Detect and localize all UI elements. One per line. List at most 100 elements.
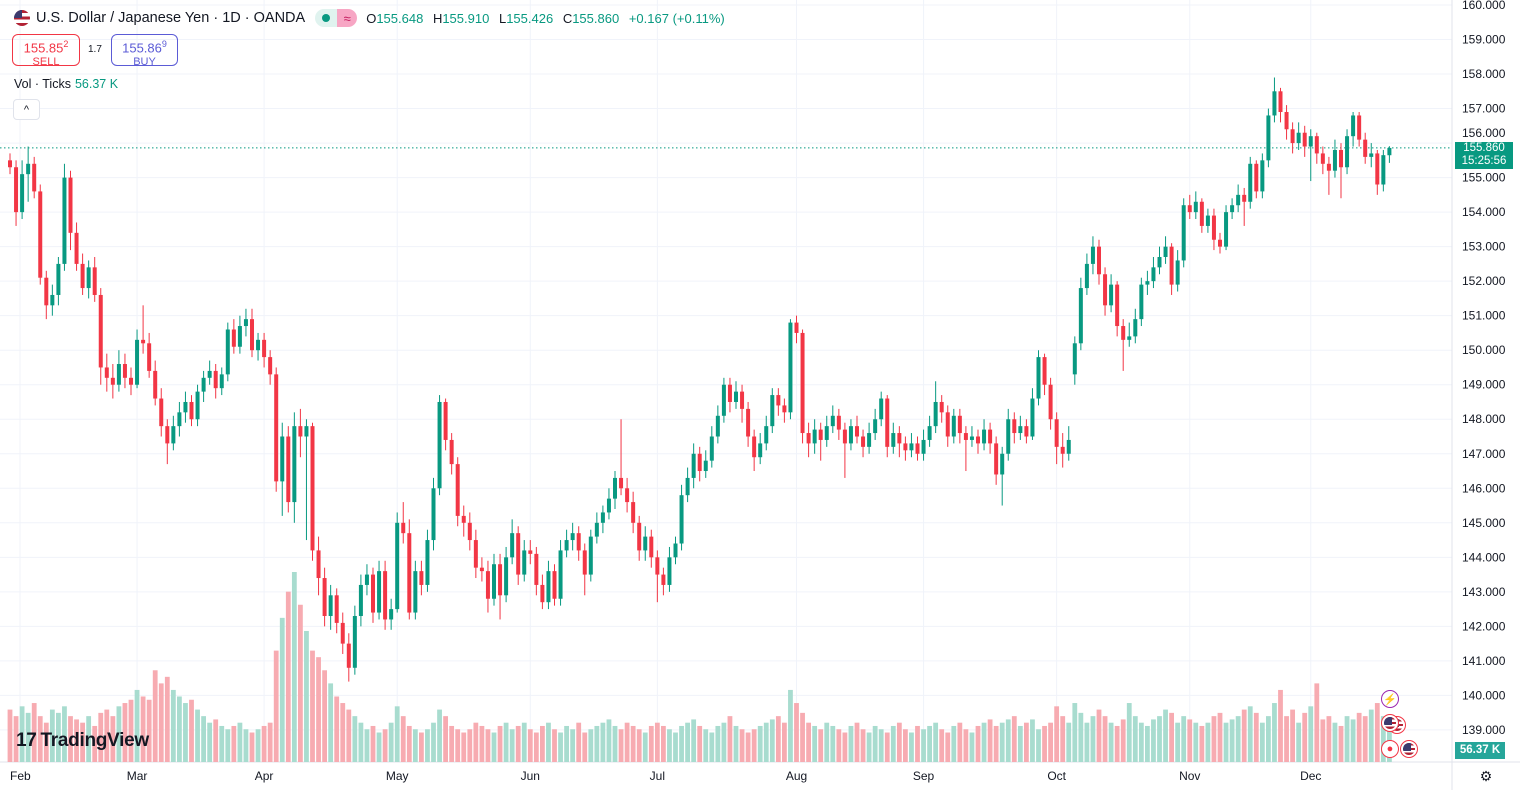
candle-up — [1369, 153, 1374, 157]
candle-down — [455, 464, 460, 516]
market-status[interactable]: ≈ — [315, 9, 358, 27]
volume-bar — [1036, 729, 1041, 762]
candle-up — [600, 512, 605, 523]
volume-bar — [794, 703, 799, 762]
symbol-title[interactable]: U.S. Dollar / Japanese Yen · 1D · OANDA — [36, 10, 306, 26]
chevron-up-icon: ^ — [23, 103, 30, 116]
volume-bar — [1175, 722, 1181, 762]
candle-down — [1048, 384, 1053, 420]
candle-up — [510, 533, 515, 558]
volume-bar — [909, 732, 914, 762]
volume-bar — [104, 709, 110, 762]
volume-bar — [146, 699, 152, 762]
volume-bar — [219, 725, 225, 762]
tradingview-logo[interactable]: 17 TradingView — [16, 730, 149, 752]
candle-up — [1072, 343, 1077, 375]
candle-down — [740, 391, 745, 409]
candle-down — [1320, 153, 1325, 164]
candle-up — [395, 522, 400, 610]
lightning-icon[interactable]: ⚡ — [1381, 690, 1399, 708]
volume-bar — [86, 716, 92, 762]
candle-up — [564, 540, 569, 551]
time-tick-label: Sep — [913, 769, 935, 783]
volume-bar — [600, 722, 606, 762]
candle-down — [552, 571, 557, 599]
dot-event-icon[interactable]: ● — [1381, 740, 1399, 758]
volume-bar — [963, 729, 969, 762]
candle-up — [691, 453, 696, 478]
volume-bar — [800, 712, 805, 762]
volume-bar — [951, 725, 957, 762]
volume-bar — [261, 725, 267, 762]
candle-down — [1326, 163, 1331, 171]
volume-bar — [872, 725, 878, 762]
candle-up — [1266, 115, 1271, 161]
candle-up — [770, 395, 775, 427]
volume-bar — [642, 732, 648, 762]
volume-bar — [267, 722, 273, 762]
candle-up — [558, 550, 563, 599]
volume-bar — [564, 725, 569, 762]
candle-down — [836, 415, 841, 430]
volume-bar — [769, 719, 775, 762]
volume-bar — [715, 725, 721, 762]
candle-up — [679, 495, 684, 544]
candle-down — [994, 443, 999, 475]
volume-bar — [1138, 722, 1144, 762]
price-tick-label: 141.000 — [1462, 654, 1506, 668]
volume-bar — [122, 703, 128, 762]
candle-down — [14, 167, 19, 213]
candle-down — [576, 533, 581, 551]
collapse-legend-button[interactable]: ^ — [13, 99, 40, 120]
price-tick-label: 154.000 — [1462, 205, 1506, 219]
volume-legend[interactable]: Vol · Ticks 56.37 K — [14, 77, 118, 91]
volume-bar — [1332, 722, 1338, 762]
volume-bar — [164, 676, 170, 762]
candle-down — [1012, 419, 1017, 434]
candle-up — [764, 426, 769, 444]
price-tick-label: 155.000 — [1462, 171, 1506, 185]
volume-bar — [884, 732, 890, 762]
settings-icon[interactable]: ⚙ — [1479, 768, 1493, 784]
candle-down — [92, 267, 97, 295]
us-flag-event-icon[interactable] — [1400, 740, 1418, 758]
candle-up — [1133, 319, 1138, 337]
volume-bar — [691, 719, 697, 762]
candle-down — [104, 367, 109, 378]
buy-button[interactable]: 155.869 BUY — [111, 34, 178, 68]
candle-up — [1345, 136, 1350, 168]
volume-bar — [249, 732, 255, 762]
volume-bar — [1096, 709, 1102, 762]
candle-up — [927, 426, 932, 440]
volume-bar — [842, 732, 848, 762]
candle-up — [1296, 132, 1301, 144]
volume-bar — [1024, 722, 1029, 762]
volume-bar — [13, 716, 19, 762]
candle-down — [346, 643, 351, 668]
volume-bar — [788, 689, 793, 762]
candle-down — [407, 533, 412, 613]
volume-bar — [630, 725, 636, 762]
candle-down — [298, 426, 303, 437]
volume-bar — [346, 709, 352, 762]
candle-down — [485, 571, 490, 599]
us-flag-event-icon[interactable] — [1381, 714, 1399, 732]
candle-down — [322, 578, 327, 617]
candle-up — [195, 391, 200, 420]
candle-down — [310, 426, 315, 551]
candle-up — [56, 263, 61, 295]
volume-bar — [25, 712, 31, 762]
sell-button[interactable]: 155.852 SELL — [12, 34, 80, 68]
candle-up — [1018, 426, 1023, 434]
candle-up — [685, 477, 690, 496]
volume-bar — [1157, 716, 1162, 762]
volume-bar — [231, 725, 237, 762]
candle-down — [897, 433, 902, 444]
candle-down — [1278, 91, 1283, 113]
candle-down — [794, 322, 799, 333]
volume-bar — [1362, 716, 1368, 762]
candle-up — [1272, 91, 1277, 116]
volume-bar — [1205, 722, 1211, 762]
volume-bar — [999, 722, 1005, 762]
